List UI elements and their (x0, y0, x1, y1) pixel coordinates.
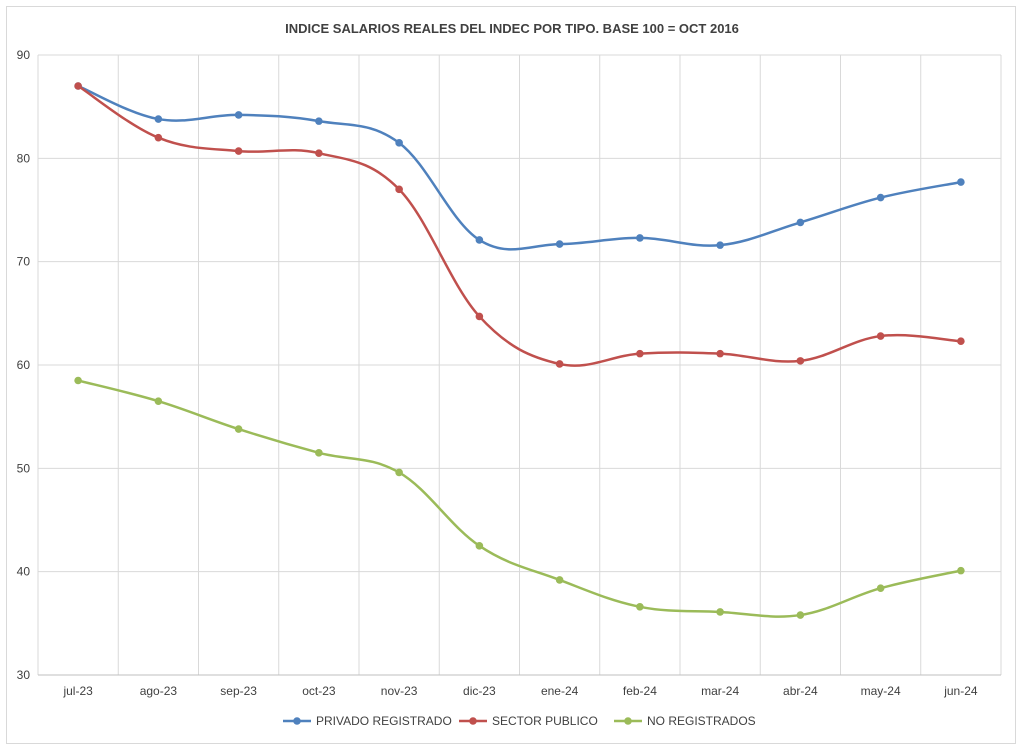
data-point (636, 234, 644, 242)
series-privado-registrado (74, 82, 965, 251)
data-point (475, 542, 484, 550)
y-tick-label: 40 (17, 565, 31, 579)
x-tick-label: abr-24 (783, 684, 818, 698)
x-tick-label: jul-23 (62, 684, 93, 698)
x-tick-label: ene-24 (541, 684, 579, 698)
y-tick-label: 50 (17, 461, 31, 475)
data-point (716, 608, 724, 616)
legend-label: NO REGISTRADOS (647, 714, 756, 728)
y-tick-label: 60 (17, 358, 31, 372)
x-tick-label: feb-24 (623, 684, 657, 698)
x-tick-label: may-24 (861, 684, 901, 698)
data-point (154, 397, 163, 405)
data-point (555, 240, 564, 248)
data-point (796, 357, 805, 365)
x-tick-label: mar-24 (701, 684, 739, 698)
y-tick-label: 90 (17, 48, 31, 62)
data-point (796, 611, 805, 619)
data-point (395, 468, 403, 477)
legend-item: SECTOR PUBLICO (459, 714, 598, 728)
data-point (957, 178, 965, 186)
data-point (234, 425, 243, 433)
x-tick-label: oct-23 (302, 684, 336, 698)
data-point (796, 218, 805, 227)
axes: 30 40 50 60 70 80 90 jul-23 ago-23 sep-23 oct-23 no… (17, 48, 1001, 698)
data-point (234, 147, 243, 155)
legend-item: NO REGISTRADOS (614, 714, 756, 728)
series-sector-publico (74, 82, 965, 368)
data-point (716, 241, 724, 249)
legend-item: PRIVADO REGISTRADO (283, 714, 452, 728)
data-point (876, 193, 885, 202)
data-point (315, 449, 323, 457)
data-point (957, 337, 965, 346)
data-point (234, 111, 243, 119)
data-point (395, 185, 403, 194)
y-tick-label: 70 (17, 255, 31, 269)
data-point (315, 117, 323, 125)
legend-label: PRIVADO REGISTRADO (316, 714, 452, 728)
x-tick-label: sep-23 (220, 684, 257, 698)
data-point (315, 149, 323, 157)
data-point (74, 82, 82, 90)
legend-swatch-marker (293, 717, 301, 725)
data-point (74, 376, 82, 385)
series-line (77, 379, 962, 618)
data-point (555, 576, 564, 584)
data-point (395, 139, 403, 147)
legend-swatch-marker (624, 717, 632, 725)
x-tick-label: jun-24 (943, 684, 978, 698)
data-point (716, 349, 724, 358)
legend-swatch-marker (469, 717, 477, 725)
x-tick-label: nov-23 (381, 684, 418, 698)
series-group (74, 82, 965, 619)
legend: PRIVADO REGISTRADO SECTOR PUBLICO NO REGIS… (283, 714, 756, 728)
x-tick-label: dic-23 (463, 684, 496, 698)
x-tick-label: ago-23 (140, 684, 178, 698)
data-point (636, 603, 644, 611)
data-point (555, 360, 564, 368)
data-point (154, 133, 163, 142)
data-point (475, 236, 484, 244)
data-point (154, 115, 163, 123)
chart-frame (6, 6, 1016, 744)
data-point (876, 332, 885, 340)
legend-label: SECTOR PUBLICO (492, 714, 598, 728)
series-no-registrados (74, 376, 965, 619)
data-point (636, 349, 644, 358)
grid (37, 54, 1002, 675)
series-line (77, 84, 961, 367)
series-line (77, 84, 962, 251)
chart-title: INDICE SALARIOS REALES DEL INDEC POR TIP… (285, 21, 739, 36)
y-tick-label: 80 (17, 151, 31, 165)
data-point (475, 312, 484, 321)
data-point (957, 566, 965, 575)
y-tick-label: 30 (17, 668, 31, 682)
data-point (876, 584, 885, 592)
